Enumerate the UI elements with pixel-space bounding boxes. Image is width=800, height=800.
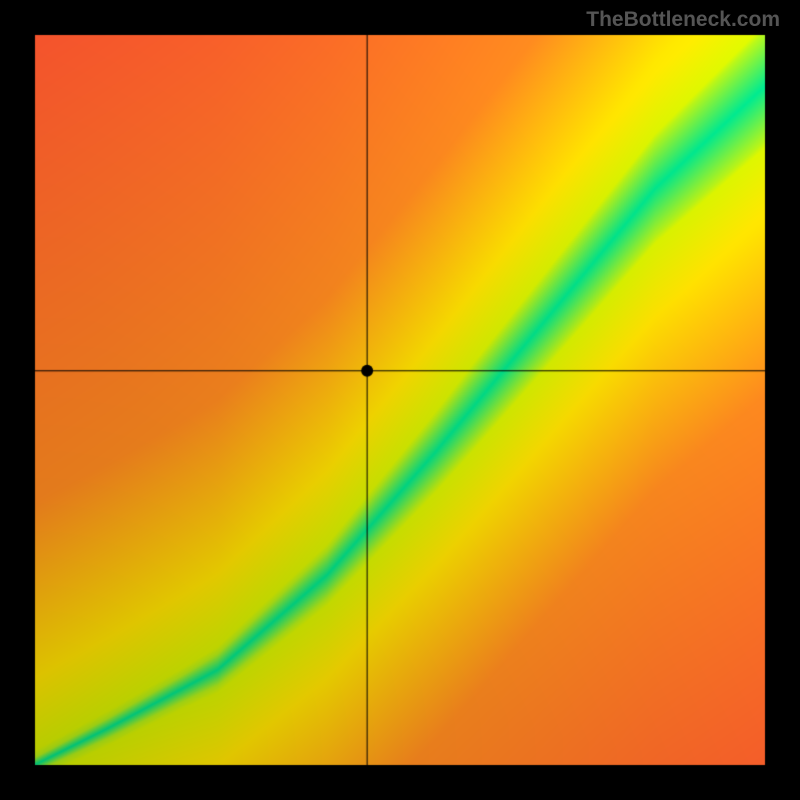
watermark-text: TheBottleneck.com bbox=[586, 8, 780, 32]
bottleneck-heatmap bbox=[0, 0, 800, 800]
